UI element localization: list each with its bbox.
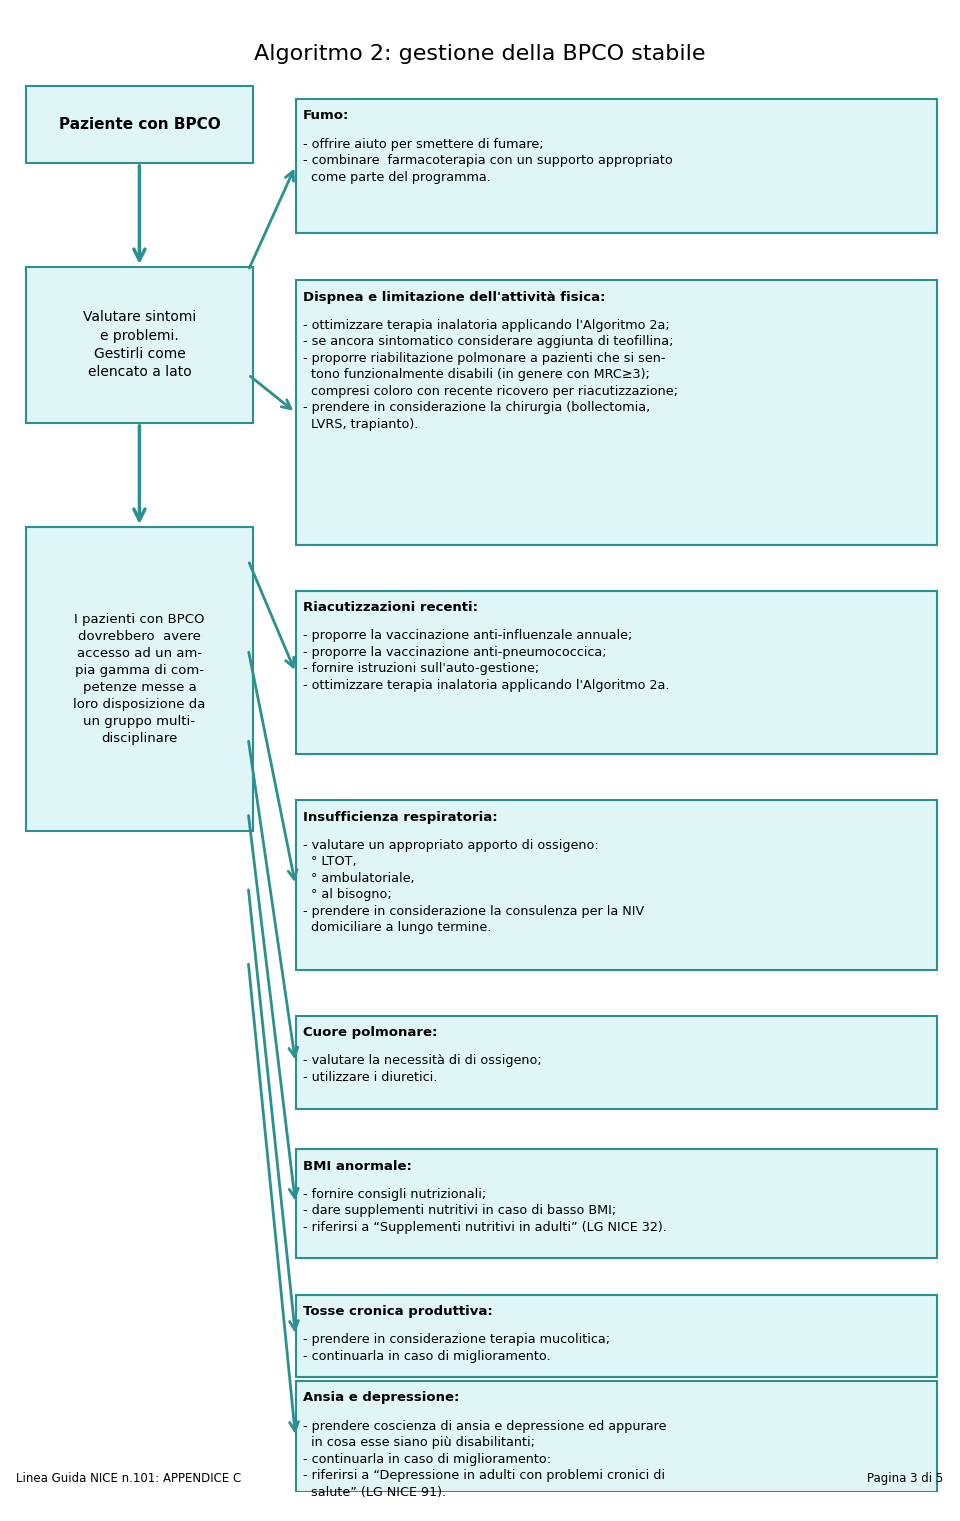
FancyBboxPatch shape bbox=[296, 1381, 937, 1492]
Text: Ansia e depressione:: Ansia e depressione: bbox=[303, 1392, 460, 1404]
FancyBboxPatch shape bbox=[26, 85, 252, 163]
Text: Fumo:: Fumo: bbox=[303, 110, 349, 123]
FancyBboxPatch shape bbox=[296, 280, 937, 545]
FancyBboxPatch shape bbox=[296, 800, 937, 969]
Text: Pagina 3 di 5: Pagina 3 di 5 bbox=[867, 1472, 944, 1484]
Text: - prendere in considerazione terapia mucolitica;
- continuarla in caso di miglio: - prendere in considerazione terapia muc… bbox=[303, 1334, 611, 1363]
Text: Tosse cronica produttiva:: Tosse cronica produttiva: bbox=[303, 1305, 492, 1319]
Text: Linea Guida NICE n.101: APPENDICE C: Linea Guida NICE n.101: APPENDICE C bbox=[16, 1472, 242, 1484]
Text: Riacutizzazioni recenti:: Riacutizzazioni recenti: bbox=[303, 601, 478, 614]
Text: - prendere coscienza di ansia e depressione ed appurare
  in cosa esse siano più: - prendere coscienza di ansia e depressi… bbox=[303, 1419, 666, 1498]
FancyBboxPatch shape bbox=[296, 1150, 937, 1258]
Text: - ottimizzare terapia inalatoria applicando l'Algoritmo 2a;
- se ancora sintomat: - ottimizzare terapia inalatoria applica… bbox=[303, 319, 678, 430]
FancyBboxPatch shape bbox=[26, 266, 252, 423]
Text: - valutare un appropriato apporto di ossigeno:
  ° LTOT,
  ° ambulatoriale,
  ° : - valutare un appropriato apporto di oss… bbox=[303, 838, 644, 934]
Text: - offrire aiuto per smettere di fumare;
- combinare  farmacoterapia con un suppo: - offrire aiuto per smettere di fumare; … bbox=[303, 138, 673, 184]
FancyBboxPatch shape bbox=[296, 1294, 937, 1377]
FancyBboxPatch shape bbox=[296, 590, 937, 754]
Text: Valutare sintomi
e problemi.
Gestirli come
elencato a lato: Valutare sintomi e problemi. Gestirli co… bbox=[83, 310, 196, 380]
Text: Algoritmo 2: gestione della BPCO stabile: Algoritmo 2: gestione della BPCO stabile bbox=[254, 44, 706, 64]
Text: - proporre la vaccinazione anti-influenzale annuale;
- proporre la vaccinazione : - proporre la vaccinazione anti-influenz… bbox=[303, 630, 669, 692]
Text: - fornire consigli nutrizionali;
- dare supplementi nutritivi in caso di basso B: - fornire consigli nutrizionali; - dare … bbox=[303, 1188, 667, 1234]
Text: Dispnea e limitazione dell'attività fisica:: Dispnea e limitazione dell'attività fisi… bbox=[303, 291, 606, 304]
FancyBboxPatch shape bbox=[26, 526, 252, 832]
Text: Insufficienza respiratoria:: Insufficienza respiratoria: bbox=[303, 811, 497, 823]
FancyBboxPatch shape bbox=[296, 99, 937, 233]
Text: Cuore polmonare:: Cuore polmonare: bbox=[303, 1027, 438, 1039]
Text: I pazienti con BPCO
dovrebbero  avere
accesso ad un am-
pia gamma di com-
petenz: I pazienti con BPCO dovrebbero avere acc… bbox=[73, 613, 205, 745]
Text: Paziente con BPCO: Paziente con BPCO bbox=[59, 117, 220, 132]
Text: BMI anormale:: BMI anormale: bbox=[303, 1159, 412, 1173]
Text: - valutare la necessità di di ossigeno;
- utilizzare i diuretici.: - valutare la necessità di di ossigeno; … bbox=[303, 1054, 541, 1084]
FancyBboxPatch shape bbox=[296, 1016, 937, 1109]
